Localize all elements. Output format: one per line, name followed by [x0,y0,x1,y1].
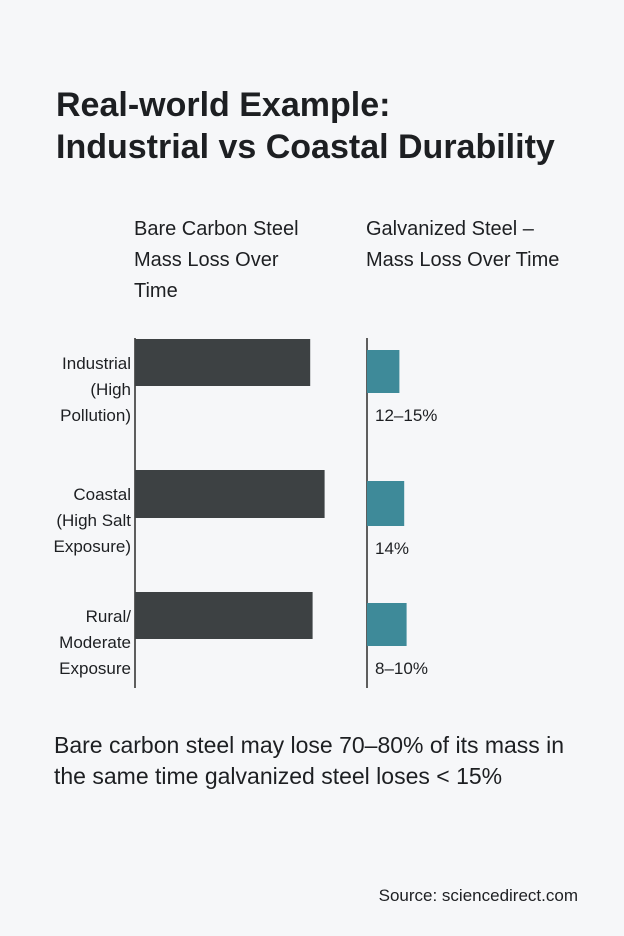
galvanized-bar [367,603,407,646]
bare-bar [135,470,325,518]
category-label: Industrial [62,354,131,373]
galvanized-value-label: 8–10% [375,659,428,678]
galvanized-bar [367,350,400,393]
category-label: Rural/ [86,607,132,626]
source-credit: Source: sciencedirect.com [378,886,578,905]
bare-bar [135,592,313,639]
chart-title: Real-world Example: Industrial vs Coasta… [56,84,596,168]
bare-series-title-line: Bare Carbon Steel [134,218,299,240]
galvanized-series-title-line: Mass Loss Over Time [366,249,560,271]
galvanized-value-label: 14% [375,539,409,558]
summary-note: Bare carbon steel may lose 70–80% of its… [54,732,565,789]
galvanized-series-title-line: Galvanized Steel – [366,218,534,240]
galvanized-bar [367,481,405,526]
bare-series-title: Bare Carbon Steel Mass Loss Over Time [134,214,334,307]
bare-series-title-line: Mass Loss Over [134,249,279,271]
bar-chart: 12–15% 14% 8–10% Industrial (High Pollution) C… [54,338,437,688]
category-label: Exposure) [54,537,131,556]
bare-series-title-line: Time [134,280,178,302]
bare-bar [135,339,311,386]
category-label: Moderate [59,633,131,652]
galvanized-series-title: Galvanized Steel – Mass Loss Over Time [366,214,596,276]
category-label: Pollution) [60,406,131,425]
category-label: Coastal [73,485,131,504]
chart-title-line-1: Real-world Example: [56,86,391,124]
category-label: Exposure [59,659,131,678]
galvanized-value-label: 12–15% [375,406,437,425]
chart-title-line-2: Industrial vs Coastal Durability [56,128,555,166]
category-label: (High Salt [56,511,131,530]
category-label: (High [90,380,131,399]
